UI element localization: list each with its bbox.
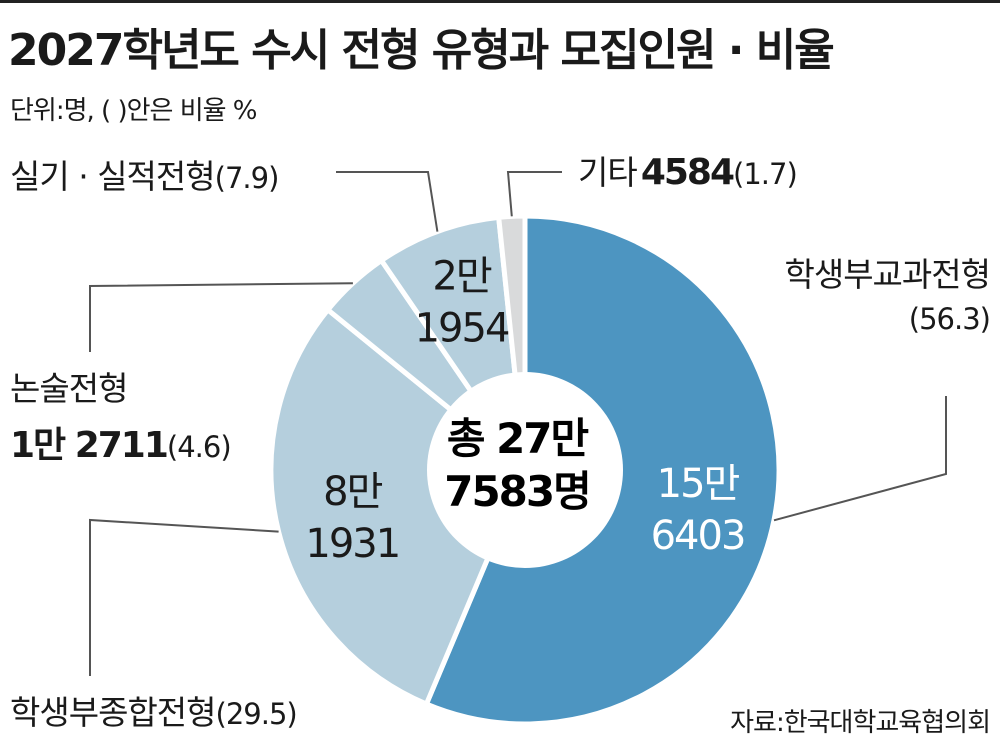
slice-value-gyogwa-line1: 15만 (657, 461, 740, 507)
leader-line-jonghap (89, 518, 279, 676)
center-total-line1: 총 27만 (447, 414, 589, 463)
slice-value-jonghap-line2: 1931 (305, 521, 399, 567)
leader-line-gyogwa (773, 396, 947, 522)
slice-value-silgi-line2: 1954 (415, 305, 509, 351)
label-nonsul-pct: (4.6) (166, 430, 232, 464)
slice-value-jonghap-line1: 8만 (323, 469, 382, 515)
leader-line-gita (506, 171, 562, 217)
top-rule (0, 0, 1000, 3)
slice-value-silgi-line1: 2만 (432, 253, 491, 299)
label-gita-pct: (1.7) (733, 157, 798, 191)
label-jonghap: 학생부종합전형(29.5) (10, 686, 298, 734)
label-gyogwa-pct: (56.3) (908, 302, 991, 336)
label-gita-value: 4584 (640, 152, 735, 193)
label-silgi-name: 실기 · 실적전형 (10, 157, 216, 196)
source-note: 자료:한국대학교육협의회 (730, 708, 991, 738)
label-jonghap-name: 학생부종합전형 (10, 693, 217, 732)
donut-hole (427, 372, 623, 568)
label-gita-name: 기타 (578, 153, 638, 192)
leader-line-silgi (336, 171, 439, 232)
slice-value-gyogwa-line2: 6403 (651, 513, 745, 559)
label-jonghap-pct: (29.5) (215, 697, 298, 731)
slice-value-labels: 15만 6403 8만 1931 2만 1954 (305, 253, 746, 567)
leader-lines (89, 171, 947, 676)
label-silgi: 실기 · 실적전형(7.9) (10, 150, 280, 198)
label-nonsul-name: 논술전형 (10, 369, 128, 408)
label-nonsul-value: 1만 2711 (10, 425, 169, 466)
label-gita: 기타 4584(1.7) (578, 146, 798, 194)
leader-line-nonsul (89, 282, 353, 352)
label-nonsul: 논술전형 1만 2711(4.6) (10, 362, 232, 468)
label-gyogwa-name: 학생부교과전형 (784, 255, 991, 294)
center-total-line2: 7583명 (444, 467, 590, 516)
label-silgi-pct: (7.9) (214, 161, 280, 195)
unit-note: 단위:명, ( )안은 비율 % (10, 96, 258, 126)
chart-title: 2027학년도 수시 전형 유형과 모집인원 · 비율 (8, 25, 835, 76)
label-gyogwa: 학생부교과전형 (56.3) (766, 248, 991, 336)
